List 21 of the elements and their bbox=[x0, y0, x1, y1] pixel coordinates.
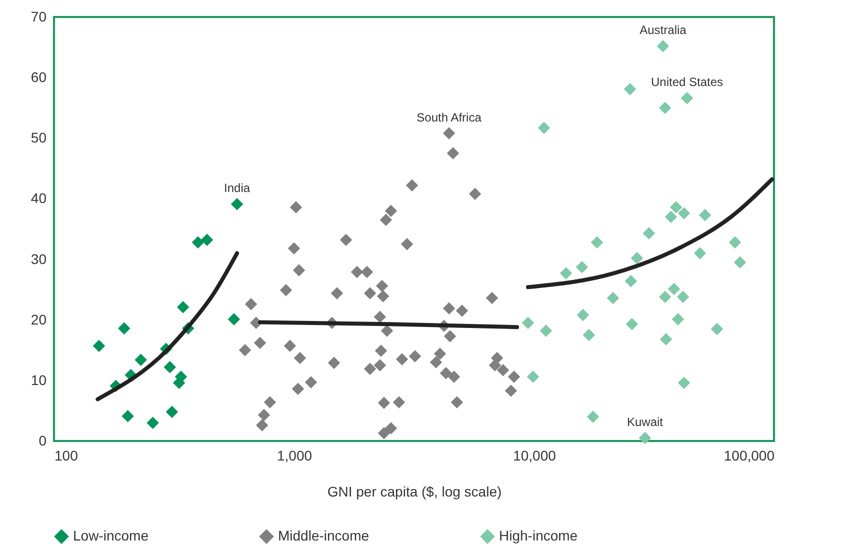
legend-label: Low-income bbox=[73, 528, 149, 544]
annotation: Australia bbox=[640, 23, 687, 38]
y-tick-label: 0 bbox=[38, 432, 47, 448]
y-tick-label: 70 bbox=[30, 8, 47, 24]
annotation: India bbox=[224, 181, 250, 196]
x-tick-label: 100 bbox=[54, 448, 78, 464]
x-tick-label: 1,000 bbox=[276, 448, 312, 464]
annotation: South Africa bbox=[416, 110, 482, 124]
annotation: United States bbox=[650, 75, 724, 90]
annotation: Kuwait bbox=[626, 414, 664, 429]
y-tick-label: 30 bbox=[30, 250, 47, 267]
x-tick-label: 100,000 bbox=[724, 448, 775, 464]
legend-label: Middle-income bbox=[278, 528, 370, 544]
y-tick-label: 10 bbox=[30, 372, 47, 388]
y-tick-label: 20 bbox=[30, 311, 47, 328]
y-tick-label: 60 bbox=[30, 69, 47, 86]
y-tick-label: 50 bbox=[30, 130, 47, 146]
legend-label: High-income bbox=[499, 528, 578, 544]
y-tick-label: 40 bbox=[30, 190, 47, 206]
x-tick-label: 10,000 bbox=[513, 448, 556, 464]
x-axis-title: GNI per capita ($, log scale) bbox=[327, 484, 502, 500]
